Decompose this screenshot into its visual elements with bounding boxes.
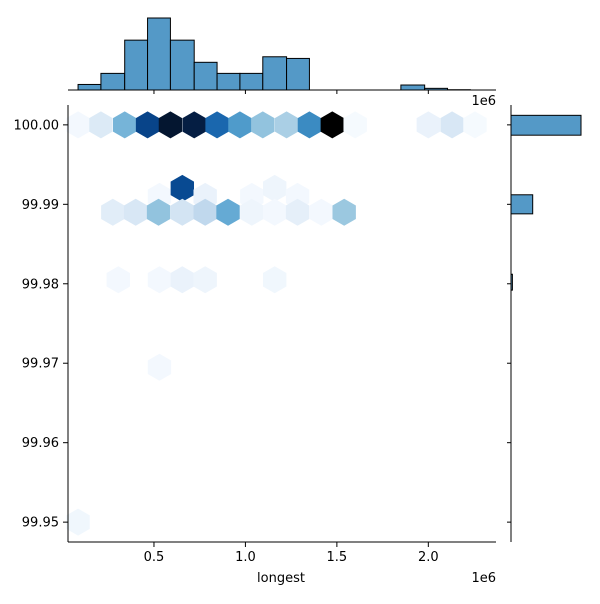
hexbin-cell bbox=[148, 354, 171, 381]
hexbin-cell bbox=[275, 111, 298, 138]
hexbin-cell bbox=[216, 199, 239, 226]
hexbin-cell bbox=[159, 111, 182, 138]
x-tick-label: 2.0 bbox=[418, 550, 439, 565]
hexbin-cell bbox=[321, 111, 344, 138]
hexbin-cell bbox=[101, 199, 124, 226]
hexbin-cell bbox=[171, 266, 194, 293]
hexbin-cell bbox=[205, 111, 228, 138]
top-histogram-bar bbox=[148, 18, 171, 90]
x-axis-label: longest bbox=[257, 571, 305, 586]
hexbin-cell bbox=[171, 175, 194, 202]
x-axis-offset-label: 1e6 bbox=[471, 571, 496, 586]
y-tick-label: 99.95 bbox=[22, 516, 59, 531]
hexbin-cell bbox=[66, 111, 89, 138]
top-histogram-bar bbox=[240, 73, 263, 90]
hexbin-cell bbox=[310, 199, 333, 226]
right-histogram-bar bbox=[511, 115, 581, 135]
top-histogram-bar bbox=[125, 40, 148, 90]
x-tick-label: 0.5 bbox=[144, 550, 165, 565]
hexbin-cell bbox=[136, 111, 159, 138]
hexbin-cell bbox=[171, 199, 194, 226]
hexbin-cell bbox=[113, 111, 136, 138]
right-histogram bbox=[511, 105, 581, 542]
hexbin-cell bbox=[89, 111, 112, 138]
hexbin-cell bbox=[183, 111, 206, 138]
hexbin-cell bbox=[251, 111, 274, 138]
hexbin-cell bbox=[148, 266, 171, 293]
hexbin-cell bbox=[463, 111, 486, 138]
hexbin-cell bbox=[66, 509, 89, 536]
hexbin-cell bbox=[124, 199, 147, 226]
hexbin-cell bbox=[298, 111, 321, 138]
y-tick-label: 99.99 bbox=[22, 198, 59, 213]
hexbin-cell bbox=[263, 199, 286, 226]
top-histogram-bar bbox=[194, 62, 217, 90]
hexbin-cell bbox=[417, 111, 440, 138]
hexbin-cell bbox=[263, 175, 286, 202]
right-histogram-bar bbox=[511, 195, 533, 214]
hexbin-cell bbox=[107, 266, 130, 293]
y-tick-label: 100.00 bbox=[14, 118, 60, 133]
top-histogram bbox=[68, 18, 496, 90]
hexbin-layer bbox=[66, 111, 486, 535]
top-histogram-bar bbox=[217, 73, 240, 90]
top-histogram-bar bbox=[170, 40, 194, 90]
hexbin-cell bbox=[228, 111, 251, 138]
top-histogram-bar bbox=[101, 73, 125, 90]
axes: 0.5 1.0 1.5 2.0 99.95 99.96 99.97 99.98 99.99 100… bbox=[14, 90, 512, 565]
top-histogram-offset-label: 1e6 bbox=[471, 94, 496, 109]
hexbin-cell bbox=[333, 199, 356, 226]
x-tick-label: 1.0 bbox=[235, 550, 256, 565]
top-histogram-bar bbox=[78, 84, 101, 90]
hexbin-cell bbox=[193, 266, 216, 293]
y-tick-label: 99.98 bbox=[22, 277, 59, 292]
y-tick-label: 99.96 bbox=[22, 436, 59, 451]
hexbin-cell bbox=[263, 266, 286, 293]
x-tick-label: 1.5 bbox=[327, 550, 348, 565]
hexbin-cell bbox=[343, 111, 366, 138]
y-tick-label: 99.97 bbox=[22, 357, 59, 372]
hexbin-cell bbox=[440, 111, 463, 138]
top-histogram-bar bbox=[263, 57, 287, 90]
top-histogram-bar bbox=[287, 58, 310, 90]
top-histogram-bar bbox=[401, 85, 425, 90]
